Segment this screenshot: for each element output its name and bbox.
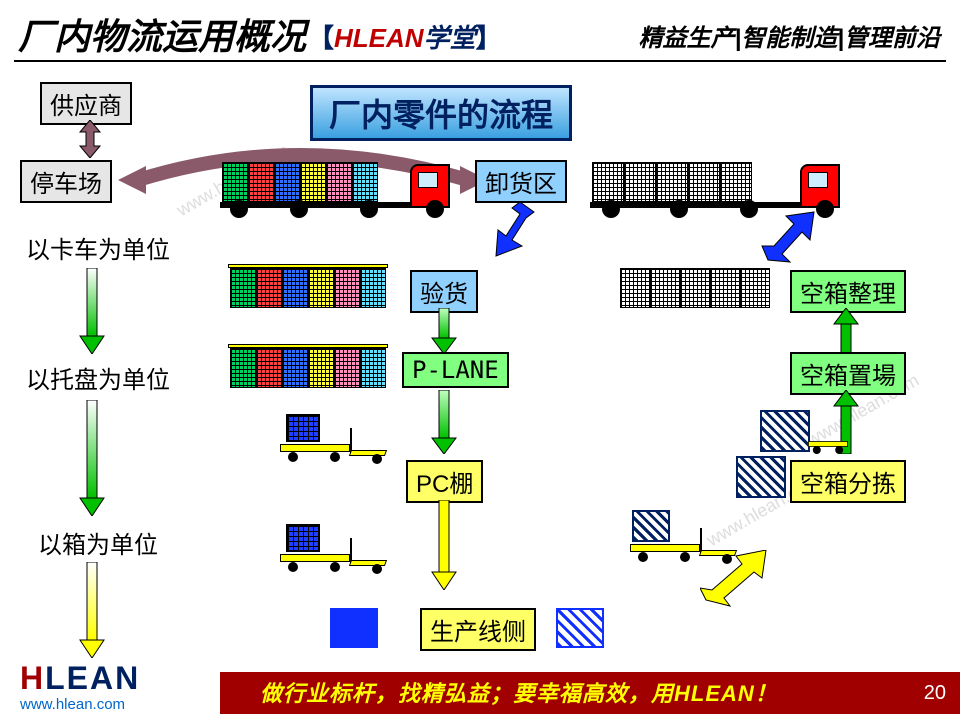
arrow-inspect-plane [430, 308, 458, 354]
box-empty-sort: 空箱分拣 [790, 460, 906, 503]
box-supplier: 供应商 [40, 82, 132, 125]
label-by-truck: 以卡车为单位 [26, 230, 170, 265]
box-empty-yard: 空箱置場 [790, 352, 906, 395]
arrow-truck-to-pallet [78, 268, 106, 354]
arrow-supplier-parking [76, 120, 104, 158]
box-pc-shed: PC棚 [406, 460, 483, 503]
arrow-unload-inspect [490, 200, 540, 260]
label-by-pallet: 以托盘为单位 [26, 360, 170, 395]
box-unload: 卸货区 [475, 160, 567, 203]
process-title: 厂内零件的流程 [310, 85, 572, 141]
box-line-side: 生产线侧 [420, 608, 536, 651]
cart-icon-r1 [808, 422, 872, 454]
arrow-yard-pack [832, 308, 860, 354]
title-right: 精益生产|智能制造|管理前沿 [639, 18, 940, 53]
brand-tag: 【HLEAN学堂】 [308, 18, 502, 55]
truck-icon [220, 158, 450, 218]
arrow-pcshed-line [430, 500, 458, 590]
label-by-box: 以箱为单位 [38, 525, 158, 560]
arrow-box-down [78, 562, 106, 658]
box-parking: 停车场 [20, 160, 112, 203]
hatched-square-icon [556, 608, 604, 648]
header: 厂内物流运用概况 【HLEAN学堂】 精益生产|智能制造|管理前沿 [0, 0, 960, 60]
pallet-top [228, 264, 388, 268]
box-inspect: 验货 [410, 270, 478, 313]
arrow-line-sort [700, 550, 770, 610]
box-plane: P-LANE [402, 352, 509, 388]
truck-empty-icon [590, 158, 840, 218]
page-title: 厂内物流运用概况 [18, 8, 306, 60]
footer-url: www.hlean.com [20, 696, 125, 713]
horizontal-rule [14, 60, 946, 62]
pallet-icon [230, 268, 386, 308]
pallet-top-2 [228, 344, 388, 348]
cart-icon-2 [280, 520, 390, 576]
hatched-box-icon-2 [736, 456, 786, 498]
hatched-box-icon [760, 410, 810, 452]
footer-text: 做行业标杆，找精弘益；要幸福高效，用HLEAN！ [260, 676, 920, 708]
arrow-pallet-to-box [78, 400, 106, 516]
arrow-plane-pcshed [430, 390, 458, 454]
arrow-emptypack-truck [760, 210, 820, 268]
logo: HLEAN [20, 660, 140, 697]
empty-pallet-icon [620, 268, 770, 308]
box-empty-pack: 空箱整理 [790, 270, 906, 313]
slide-number: 20 [924, 682, 946, 705]
blue-square-icon [330, 608, 378, 648]
cart-icon [280, 410, 390, 466]
pallet-icon-2 [230, 348, 386, 388]
